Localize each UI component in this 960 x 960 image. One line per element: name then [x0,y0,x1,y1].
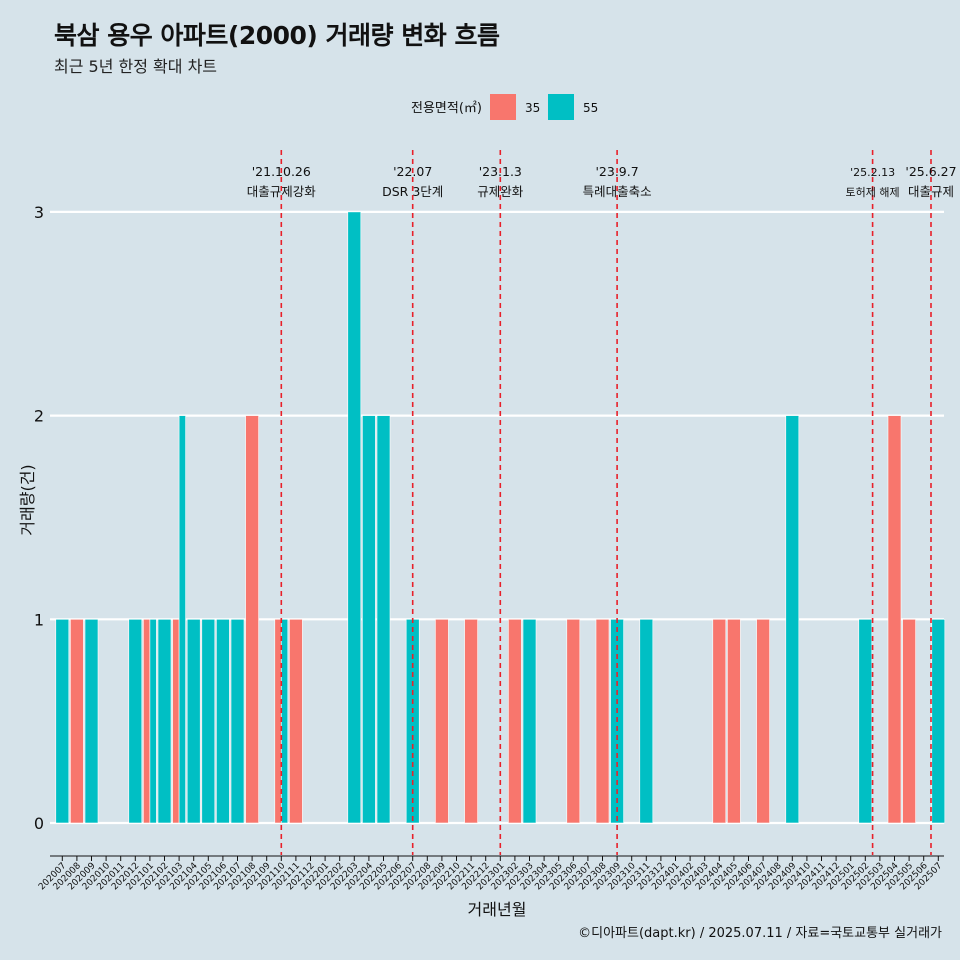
event-date: '22.07 [393,164,432,179]
bar [931,618,946,824]
legend-label: 35 [525,101,540,115]
bar [756,618,770,824]
event-label: DSR 3단계 [382,184,443,199]
event-date: '23.9.7 [595,164,638,179]
legend-label: 55 [583,101,598,115]
bar [143,618,151,824]
event-label: 대출규제강화 [247,184,317,199]
bar [595,618,610,824]
event-label: 토허제 해제 [846,185,900,199]
bar [347,211,362,824]
y-axis-title: 거래량(건) [18,464,37,535]
legend-swatch [548,94,574,120]
bar [712,618,727,824]
bar [128,618,143,824]
event-date: '21.10.26 [252,164,311,179]
event-label: 특례대출축소 [583,184,652,199]
x-axis-title: 거래년월 [468,900,527,919]
chart-subtitle: 최근 5년 한정 확대 차트 [54,57,218,76]
bar [858,618,873,824]
bar [785,415,800,824]
y-tick-label: 3 [34,203,44,222]
event-date: '25.6.27 [905,164,956,179]
bar [639,618,654,824]
bar [186,618,201,824]
bar [245,415,259,824]
event-date: '25.2.13 [850,166,895,179]
legend-swatch [490,94,516,120]
bar [84,618,99,824]
source-caption: ©디아파트(dapt.kr) / 2025.07.11 / 자료=국토교통부 실… [578,926,942,941]
bar [157,618,172,824]
bar [522,618,537,824]
bar [362,415,376,824]
bar [216,618,230,824]
event-label: 대출규제 [908,184,954,199]
event-label: 규제완화 [477,184,524,199]
chart-title: 북삼 용우 아파트(2000) 거래량 변화 흐름 [54,21,500,50]
bar [230,618,245,824]
bar [887,415,902,824]
y-tick-label: 0 [34,814,44,833]
bar [727,618,741,824]
y-tick-label: 2 [34,407,44,426]
y-tick-label: 1 [34,610,44,629]
bar [289,618,303,824]
bar [280,618,289,824]
bar [201,618,216,824]
bar [435,618,449,824]
bar [508,618,522,824]
event-date: '23.1.3 [479,164,522,179]
bar [376,415,391,824]
legend-title: 전용면적(㎡) [411,101,482,116]
bar [902,618,916,824]
bar [70,618,84,824]
bar [149,618,157,824]
bar [55,618,70,824]
bar [566,618,581,824]
bar [274,618,282,824]
bar [464,618,478,824]
bar [172,618,180,824]
bar [178,415,186,824]
